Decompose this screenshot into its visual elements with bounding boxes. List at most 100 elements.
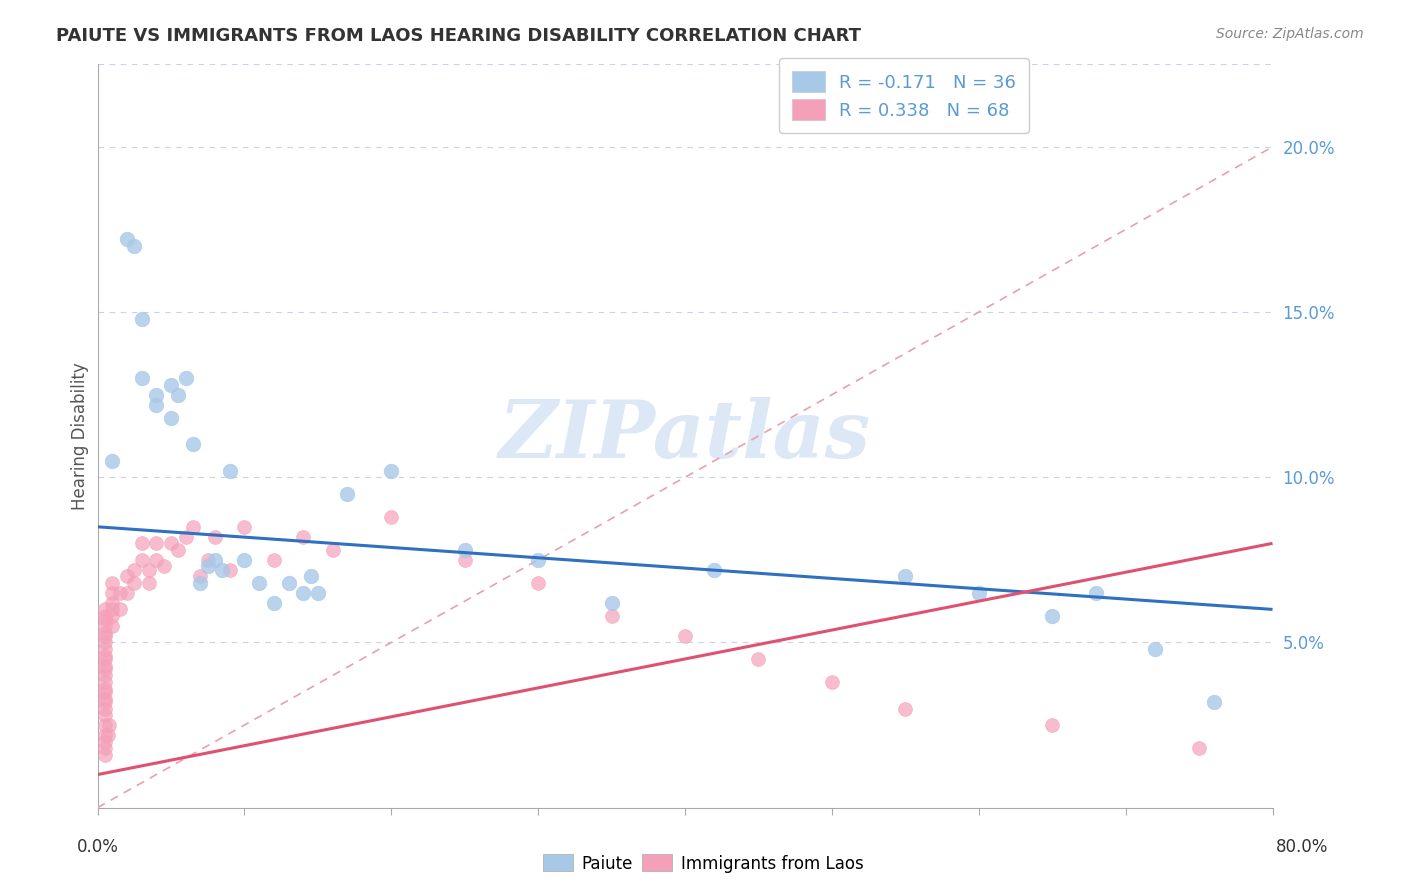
Point bbox=[1188, 741, 1211, 756]
Point bbox=[1202, 695, 1225, 709]
Point bbox=[94, 701, 117, 715]
Point bbox=[197, 553, 219, 567]
Text: Source: ZipAtlas.com: Source: ZipAtlas.com bbox=[1216, 27, 1364, 41]
Point bbox=[94, 747, 117, 762]
Point bbox=[94, 681, 117, 696]
Point bbox=[380, 509, 402, 524]
Point bbox=[94, 619, 117, 633]
Legend: R = -0.171   N = 36, R = 0.338   N = 68: R = -0.171 N = 36, R = 0.338 N = 68 bbox=[779, 59, 1029, 133]
Point bbox=[1040, 718, 1063, 732]
Point bbox=[322, 543, 344, 558]
Point bbox=[174, 530, 197, 544]
Point bbox=[233, 520, 256, 534]
Point bbox=[1085, 586, 1108, 600]
Point bbox=[167, 387, 190, 401]
Point bbox=[190, 576, 212, 591]
Point bbox=[160, 536, 183, 550]
Point bbox=[600, 596, 623, 610]
Point bbox=[94, 695, 117, 709]
Point bbox=[292, 530, 315, 544]
Point bbox=[145, 398, 167, 412]
Point bbox=[204, 553, 226, 567]
Point bbox=[94, 691, 117, 706]
Point bbox=[124, 576, 146, 591]
Point bbox=[94, 602, 117, 616]
Point bbox=[94, 652, 117, 666]
Point bbox=[115, 586, 138, 600]
Point bbox=[101, 602, 124, 616]
Point bbox=[152, 559, 174, 574]
Point bbox=[263, 553, 285, 567]
Point bbox=[94, 629, 117, 643]
Point bbox=[174, 371, 197, 385]
Point bbox=[94, 741, 117, 756]
Point bbox=[747, 652, 769, 666]
Point bbox=[1040, 609, 1063, 624]
Point bbox=[145, 536, 167, 550]
Point bbox=[131, 311, 153, 326]
Point bbox=[600, 609, 623, 624]
Point bbox=[94, 648, 117, 663]
Point bbox=[94, 668, 117, 682]
Point bbox=[108, 586, 131, 600]
Point bbox=[190, 569, 212, 583]
Point bbox=[94, 675, 117, 690]
Point bbox=[894, 701, 917, 715]
Point bbox=[307, 586, 329, 600]
Point bbox=[138, 576, 160, 591]
Point bbox=[108, 602, 131, 616]
Point bbox=[115, 569, 138, 583]
Point bbox=[299, 569, 322, 583]
Point bbox=[218, 563, 240, 577]
Point bbox=[101, 586, 124, 600]
Point bbox=[131, 536, 153, 550]
Point bbox=[101, 596, 124, 610]
Point bbox=[98, 718, 121, 732]
Point bbox=[233, 553, 256, 567]
Point bbox=[218, 464, 240, 478]
Point bbox=[263, 596, 285, 610]
Point bbox=[160, 410, 183, 425]
Point bbox=[101, 619, 124, 633]
Point bbox=[380, 464, 402, 478]
Point bbox=[115, 232, 138, 246]
Point bbox=[94, 662, 117, 676]
Point bbox=[131, 553, 153, 567]
Point bbox=[181, 437, 204, 451]
Text: 0.0%: 0.0% bbox=[77, 838, 120, 855]
Point bbox=[101, 454, 124, 468]
Point bbox=[94, 642, 117, 657]
Text: 80.0%: 80.0% bbox=[1277, 838, 1329, 855]
Point bbox=[527, 576, 550, 591]
Point bbox=[145, 387, 167, 401]
Point bbox=[894, 569, 917, 583]
Point bbox=[94, 728, 117, 742]
Point bbox=[124, 239, 146, 253]
Point bbox=[124, 563, 146, 577]
Point bbox=[160, 377, 183, 392]
Point bbox=[101, 576, 124, 591]
Point bbox=[138, 563, 160, 577]
Point bbox=[94, 635, 117, 649]
Point bbox=[454, 553, 477, 567]
Point bbox=[94, 625, 117, 640]
Point bbox=[454, 543, 477, 558]
Point bbox=[967, 586, 990, 600]
Point bbox=[131, 371, 153, 385]
Point bbox=[673, 629, 696, 643]
Point bbox=[94, 658, 117, 673]
Point bbox=[94, 718, 117, 732]
Point bbox=[703, 563, 725, 577]
Point bbox=[167, 543, 190, 558]
Point bbox=[101, 609, 124, 624]
Point bbox=[247, 576, 270, 591]
Point bbox=[197, 559, 219, 574]
Point bbox=[145, 553, 167, 567]
Point bbox=[527, 553, 550, 567]
Legend: Paiute, Immigrants from Laos: Paiute, Immigrants from Laos bbox=[536, 847, 870, 880]
Point bbox=[292, 586, 315, 600]
Y-axis label: Hearing Disability: Hearing Disability bbox=[72, 362, 89, 510]
Point bbox=[336, 487, 359, 501]
Point bbox=[204, 530, 226, 544]
Point bbox=[821, 675, 844, 690]
